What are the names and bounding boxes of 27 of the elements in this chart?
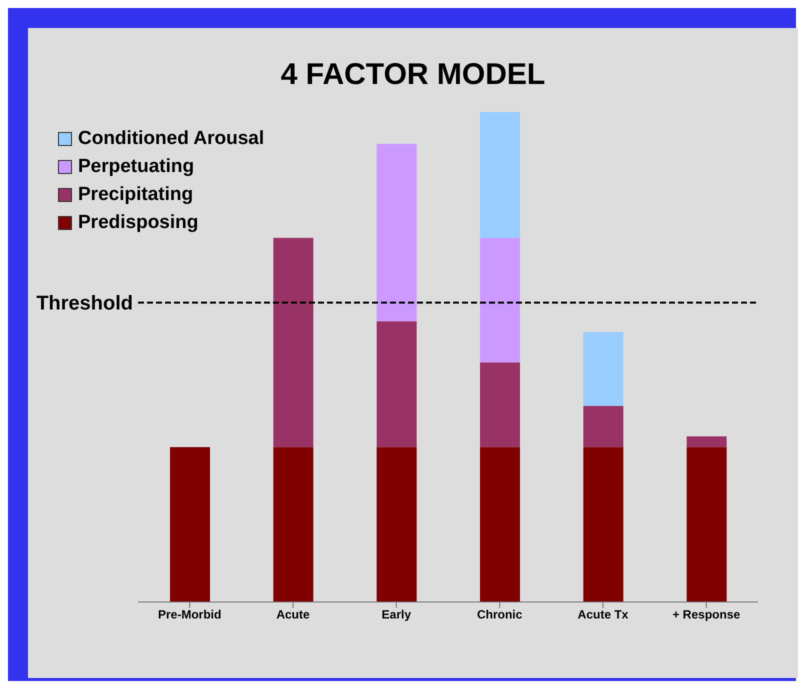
bar — [273, 238, 314, 448]
legend-label: Perpetuating — [77, 156, 196, 178]
bar — [376, 447, 417, 602]
legend-label: Conditioned Arousal — [77, 128, 264, 150]
bar — [480, 362, 520, 448]
bar — [686, 436, 727, 448]
chart-title: 4 FACTOR MODEL — [280, 58, 546, 92]
bar — [376, 144, 417, 322]
bar — [583, 406, 624, 448]
bar — [686, 447, 727, 602]
bar — [480, 238, 520, 362]
x-tick-label: Chronic — [476, 608, 523, 622]
x-tick-label: Pre-Morbid — [158, 608, 222, 622]
bar — [170, 447, 210, 602]
bar — [583, 447, 624, 602]
legend-label: Predisposing — [77, 212, 200, 234]
bar — [480, 112, 520, 238]
ref-line-label: Threshold — [36, 292, 133, 315]
x-tick-label: Acute — [276, 608, 310, 622]
legend-label: Precipitating — [77, 184, 194, 206]
bar — [376, 321, 417, 448]
x-tick-label: Early — [382, 608, 412, 622]
bar — [583, 332, 624, 406]
bar — [273, 447, 314, 602]
x-tick-label: Acute Tx — [578, 608, 629, 622]
x-tick-label: + Response — [672, 608, 740, 622]
bar — [480, 447, 520, 602]
